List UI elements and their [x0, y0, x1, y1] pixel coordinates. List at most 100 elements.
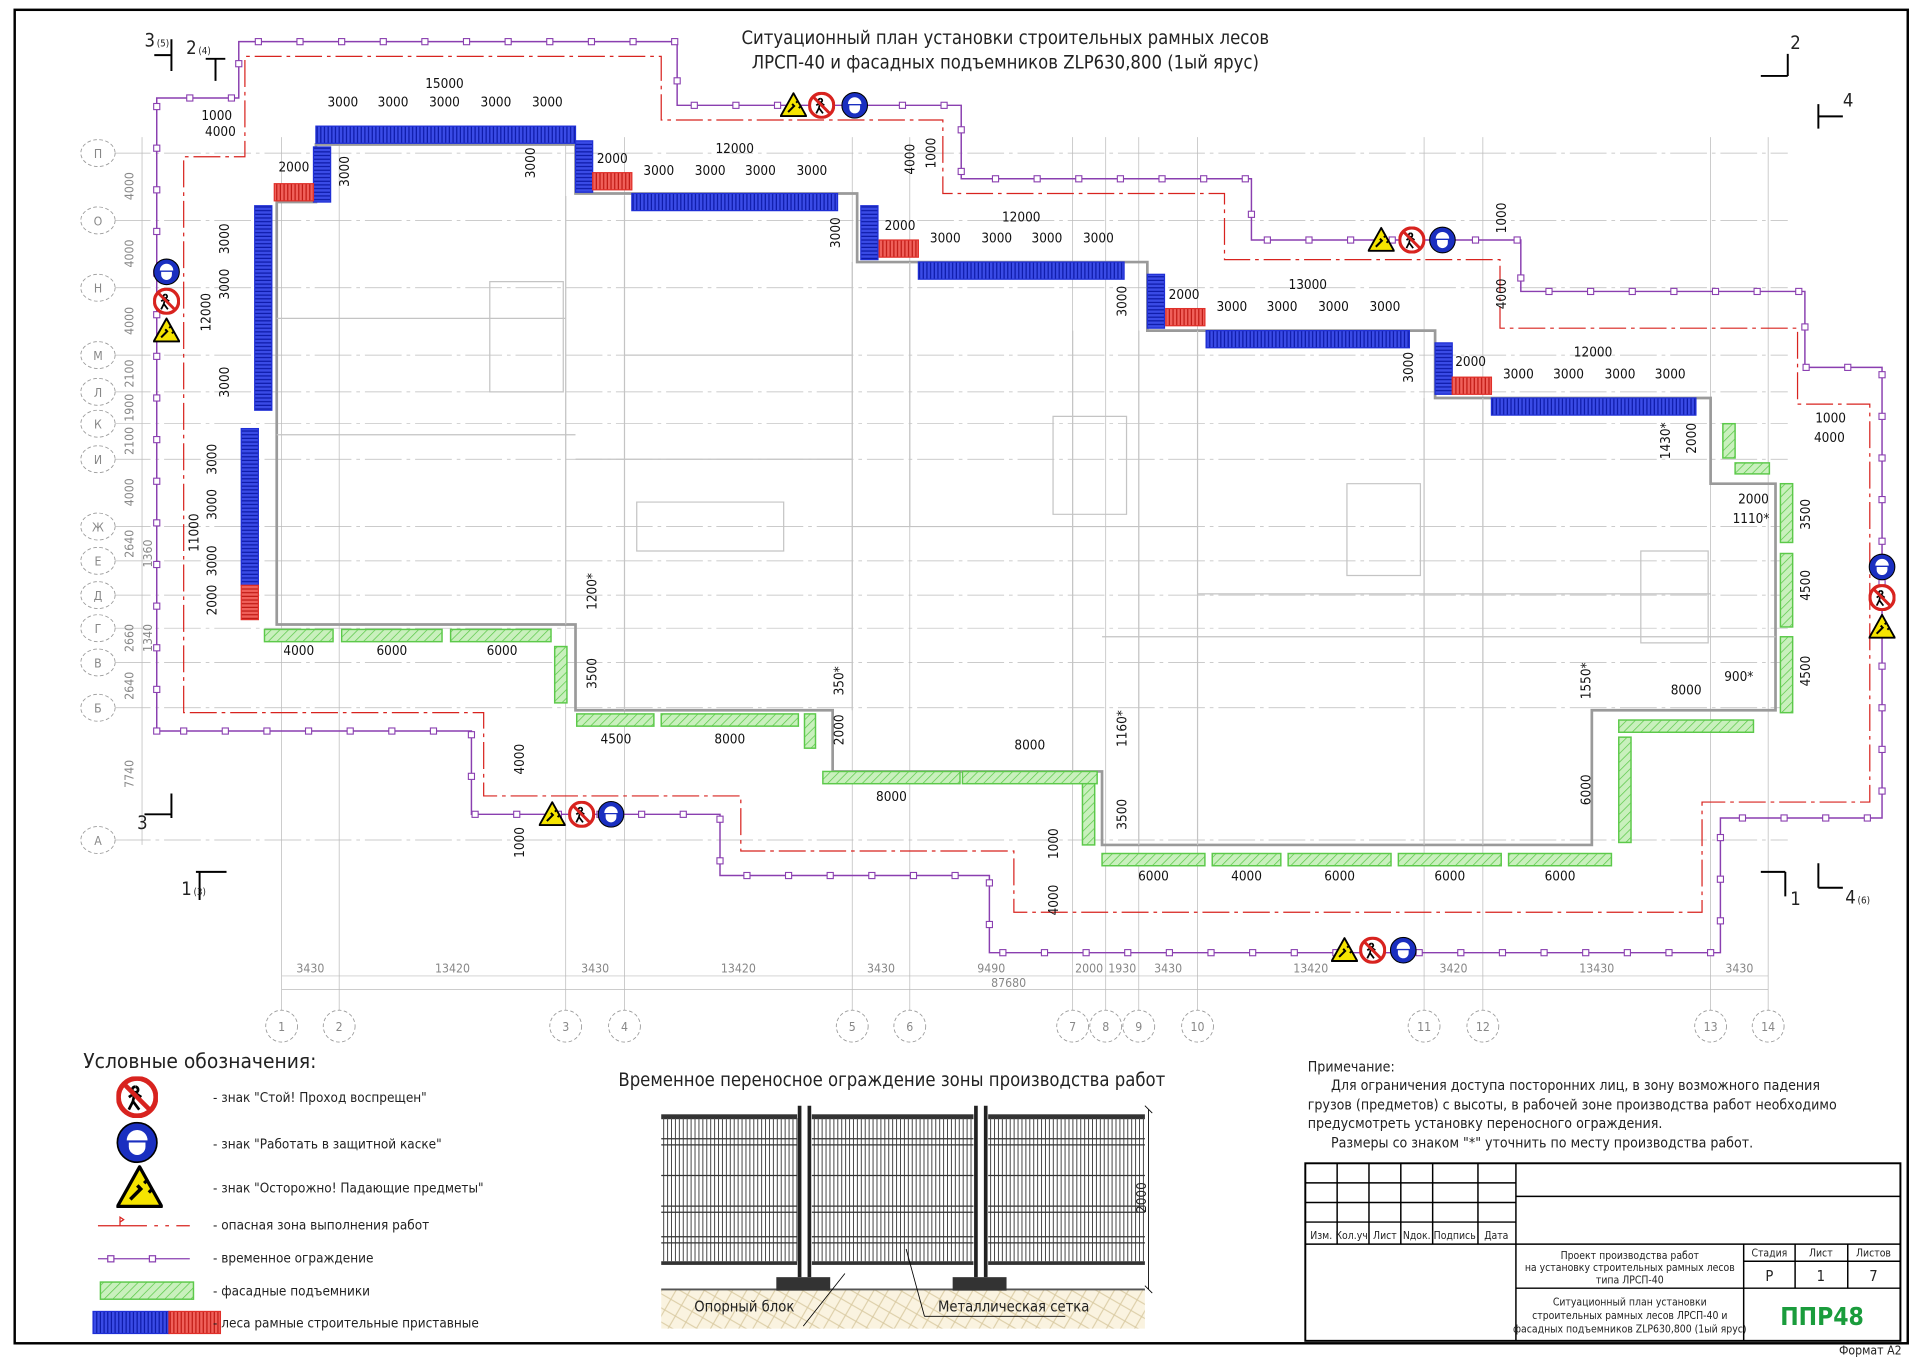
row-dimension: 1360 — [141, 539, 155, 567]
dimension-label: 3000 — [829, 217, 844, 248]
fence-post — [346, 727, 354, 735]
fence-post — [898, 101, 907, 109]
fence-post — [1707, 949, 1715, 957]
mesh-bottom-rail — [811, 1261, 974, 1265]
fence-post — [1263, 236, 1271, 244]
fence-post — [153, 685, 161, 694]
dimension-label: 3000 — [338, 156, 353, 187]
dimension-label: 4000 — [1231, 869, 1262, 884]
facade-lift — [449, 628, 552, 643]
tb-sheet-label: Лист — [1809, 1247, 1833, 1259]
fence-post — [1716, 875, 1725, 883]
scaffold-section — [860, 205, 879, 261]
fence-post — [1670, 287, 1678, 296]
mesh-bottom-rail — [988, 1261, 1145, 1265]
axis-label-row: Г — [95, 622, 102, 636]
dimension-label: 13000 — [1289, 278, 1328, 293]
dimension-label: 4500 — [601, 732, 632, 747]
axis-label-col: 14 — [1761, 1020, 1775, 1034]
scaffold-section — [315, 125, 577, 144]
total-dimension: 87680 — [991, 976, 1026, 990]
row-dimension: 4000 — [122, 172, 136, 200]
section-sheet-ref: (4) — [198, 46, 210, 57]
mesh-top-rail — [811, 1114, 974, 1120]
note-line: Размеры со знаком "*" уточнить по месту … — [1331, 1135, 1753, 1151]
dimension-label: 4000 — [1495, 278, 1510, 309]
section-number: 3 — [137, 813, 148, 834]
fence-post — [1305, 236, 1313, 244]
axis-label-row: О — [94, 214, 103, 228]
row-dimension: 4000 — [122, 478, 136, 506]
fence-post — [743, 871, 751, 880]
axis-label-row: Л — [94, 386, 102, 400]
fence-post — [1822, 814, 1830, 822]
dimension-label: 3000 — [532, 96, 563, 111]
no-entry-sign-icon — [1868, 584, 1896, 612]
fence-post — [153, 477, 161, 485]
dimension-label: 15000 — [425, 77, 463, 92]
dimension-label: 12000 — [715, 142, 753, 157]
fence-post — [1878, 537, 1886, 545]
fence-post — [909, 871, 918, 880]
facade-lift — [553, 645, 568, 704]
dimension-label: 3000 — [1116, 286, 1131, 317]
section-sheet-ref: (3) — [193, 887, 205, 898]
col-dimension: 2000 — [1075, 961, 1103, 975]
fence-post — [690, 101, 698, 109]
dimension-label: 1000 — [1815, 411, 1846, 426]
fence-post — [1738, 814, 1747, 822]
fence-post — [773, 101, 782, 109]
dimension-label: 3000 — [218, 269, 233, 300]
fence-detail-title: Временное переносное ограждение зоны про… — [618, 1070, 1165, 1091]
company-logo: ППР48 — [1780, 1302, 1864, 1331]
legend-label: - знак "Осторожно! Падающие предметы" — [213, 1182, 484, 1197]
dimension-label: 1000 — [1495, 203, 1510, 234]
facade-lift — [576, 713, 655, 727]
col-dimension: 3430 — [867, 961, 895, 975]
scaffold-section — [240, 427, 259, 586]
scaffold-section — [1434, 342, 1453, 395]
legend-label: - знак "Работать в защитной каске" — [213, 1137, 442, 1153]
row-dimension: 1900 — [122, 394, 136, 422]
axis-bubble-col — [1181, 1009, 1214, 1043]
section-number: 1 — [181, 879, 192, 900]
fence-post — [991, 175, 1000, 183]
fence-post — [951, 871, 959, 880]
fence-post — [1711, 287, 1720, 296]
tb-col-header: Nдок. — [1403, 1230, 1431, 1242]
fence-post — [1545, 287, 1553, 296]
hard-hat-sign-icon — [1868, 553, 1896, 581]
dimension-label: 900* — [1724, 670, 1753, 685]
fence-post — [985, 920, 993, 929]
falling-objects-sign-icon — [153, 317, 180, 343]
tb-stage-label: Стадия — [1751, 1247, 1787, 1259]
mesh-top-rail — [661, 1114, 798, 1120]
fence-post — [467, 772, 476, 780]
scaffold-section — [631, 192, 839, 212]
dimension-label: 3000 — [745, 164, 776, 179]
section-cut-line — [205, 57, 226, 81]
tb-project: Проект производства работ — [1561, 1250, 1700, 1262]
scaffold-section-extension — [273, 183, 315, 202]
axis-bubble-col — [1407, 1009, 1441, 1043]
axis-bubble-col — [1466, 1009, 1500, 1043]
fence-post — [1582, 949, 1590, 957]
dimension-label: 2000 — [597, 152, 628, 167]
notes: Примечание: Для ограничения доступа пост… — [1308, 1059, 1837, 1151]
fence-post — [999, 949, 1007, 957]
facade-lift — [1722, 422, 1736, 459]
fence-post — [221, 727, 229, 735]
tb-sheets-label: Листов — [1856, 1247, 1891, 1259]
dimension-label: 4000 — [205, 125, 236, 140]
no-entry-sign-icon — [1359, 936, 1387, 964]
scaffold-hatch-icon — [92, 1310, 222, 1335]
fence-post — [1878, 412, 1886, 420]
dimension-label: 3000 — [1318, 300, 1349, 315]
fence-post — [388, 727, 396, 735]
drawing-title-line-1: Ситуационный план установки строительных… — [741, 28, 1269, 49]
dimension-label: 8000 — [1671, 683, 1702, 698]
dimension-label: 1550* — [1580, 662, 1595, 699]
dimension-label: 3000 — [1655, 367, 1686, 382]
dimension-label: 12000 — [1574, 345, 1612, 360]
falling-objects-sign-icon — [1868, 613, 1896, 639]
